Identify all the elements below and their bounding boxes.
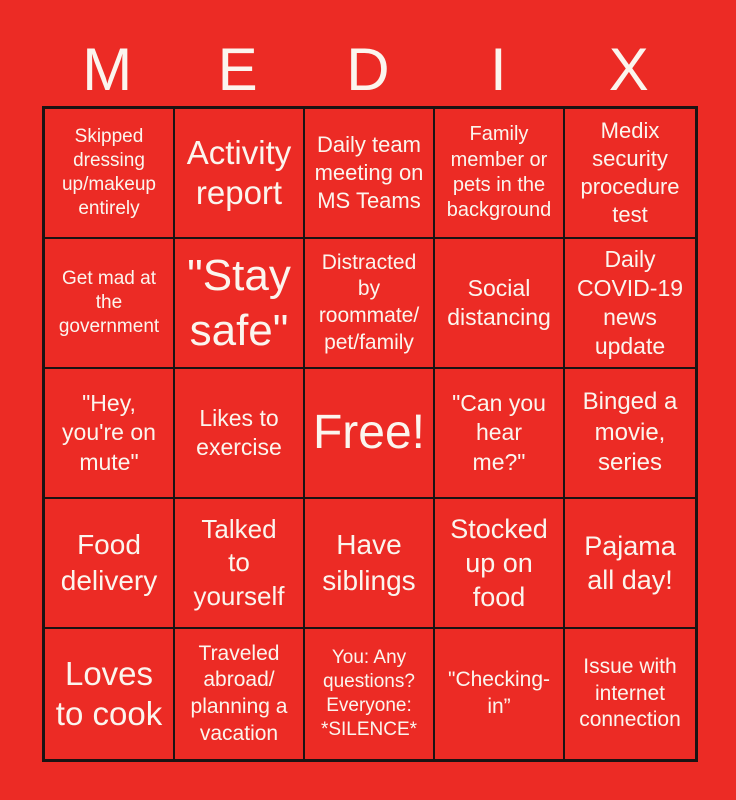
bingo-cell-text: Issue with internet connection	[579, 655, 681, 732]
bingo-cell-text: Skipped dressing up/makeup entirely	[61, 125, 156, 220]
bingo-cell-r4c4[interactable]: Stocked up on food	[435, 499, 565, 629]
bingo-cell-r5c2[interactable]: Traveled abroad/ planning a vacation	[175, 629, 305, 759]
bingo-cell-text: Binged a movie, series	[582, 388, 678, 477]
bingo-cell-text: Stocked up on food	[450, 513, 548, 613]
bingo-cell-r5c3[interactable]: You: Any questions? Everyone: *SILENCE*	[305, 629, 435, 759]
bingo-cell-r2c5[interactable]: Daily COVID-19 news update	[565, 239, 695, 369]
bingo-cell-text: Social distancing	[447, 274, 551, 330]
bingo-cell-text: You: Any questions? Everyone: *SILENCE*	[320, 646, 418, 741]
bingo-cell-r3c1[interactable]: "Hey, you're on mute"	[45, 369, 175, 499]
bingo-grid: Skipped dressing up/makeup entirely Acti…	[42, 106, 698, 762]
bingo-cell-r4c2[interactable]: Talked to yourself	[175, 499, 305, 629]
bingo-cell-text: Distracted by roommate/ pet/family	[318, 250, 420, 354]
bingo-cell-r1c1[interactable]: Skipped dressing up/makeup entirely	[45, 109, 175, 239]
bingo-cell-r2c2[interactable]: "Stay safe"	[175, 239, 305, 369]
bingo-cell-r4c1[interactable]: Food delivery	[45, 499, 175, 629]
bingo-title: M E D I X	[42, 0, 694, 106]
bingo-cell-r1c5[interactable]: Medix security procedure test	[565, 109, 695, 239]
bingo-cell-r4c5[interactable]: Pajama all day!	[565, 499, 695, 629]
bingo-cell-text: "Stay safe"	[187, 251, 291, 355]
bingo-cell-r1c4[interactable]: Family member or pets in the background	[435, 109, 565, 239]
bingo-cell-text: "Hey, you're on mute"	[62, 390, 156, 475]
bingo-cell-free[interactable]: Free!	[305, 369, 435, 499]
title-letter-m: M	[82, 36, 133, 103]
bingo-cell-text: Daily team meeting on MS Teams	[314, 132, 424, 213]
title-letter-i: I	[490, 36, 507, 103]
bingo-cell-text: Activity report	[186, 134, 292, 211]
bingo-cell-r2c4[interactable]: Social distancing	[435, 239, 565, 369]
bingo-cell-r1c2[interactable]: Activity report	[175, 109, 305, 239]
title-letter-d: D	[346, 36, 390, 103]
bingo-cell-r5c4[interactable]: "Checking- in”	[435, 629, 565, 759]
title-letter-e: E	[217, 36, 258, 103]
bingo-cell-text: Likes to exercise	[196, 404, 282, 460]
bingo-cell-r3c5[interactable]: Binged a movie, series	[565, 369, 695, 499]
bingo-cell-r1c3[interactable]: Daily team meeting on MS Teams	[305, 109, 435, 239]
bingo-cell-text: Daily COVID-19 news update	[576, 245, 684, 360]
title-letter-x: X	[608, 36, 649, 103]
bingo-cell-r3c4[interactable]: "Can you hear me?"	[435, 369, 565, 499]
bingo-cell-text: Have siblings	[322, 529, 416, 596]
bingo-cell-r5c1[interactable]: Loves to cook	[45, 629, 175, 759]
bingo-cell-r3c2[interactable]: Likes to exercise	[175, 369, 305, 499]
bingo-cell-r2c1[interactable]: Get mad at the government	[45, 239, 175, 369]
bingo-cell-text: "Can you hear me?"	[452, 390, 546, 475]
bingo-cell-text: Pajama all day!	[584, 530, 676, 595]
bingo-cell-text: Free!	[312, 405, 426, 459]
bingo-cell-text: Family member or pets in the background	[446, 123, 552, 222]
bingo-cell-r2c3[interactable]: Distracted by roommate/ pet/family	[305, 239, 435, 369]
bingo-cell-r5c5[interactable]: Issue with internet connection	[565, 629, 695, 759]
bingo-cell-text: Traveled abroad/ planning a vacation	[190, 641, 288, 745]
bingo-cell-text: Loves to cook	[55, 655, 163, 732]
bingo-cell-text: Food delivery	[60, 529, 158, 596]
bingo-cell-r4c3[interactable]: Have siblings	[305, 499, 435, 629]
bingo-cell-text: Get mad at the government	[58, 267, 160, 338]
bingo-cell-text: Medix security procedure test	[580, 118, 680, 227]
bingo-cell-text: Talked to yourself	[193, 514, 285, 611]
bingo-cell-text: "Checking- in”	[448, 668, 550, 718]
